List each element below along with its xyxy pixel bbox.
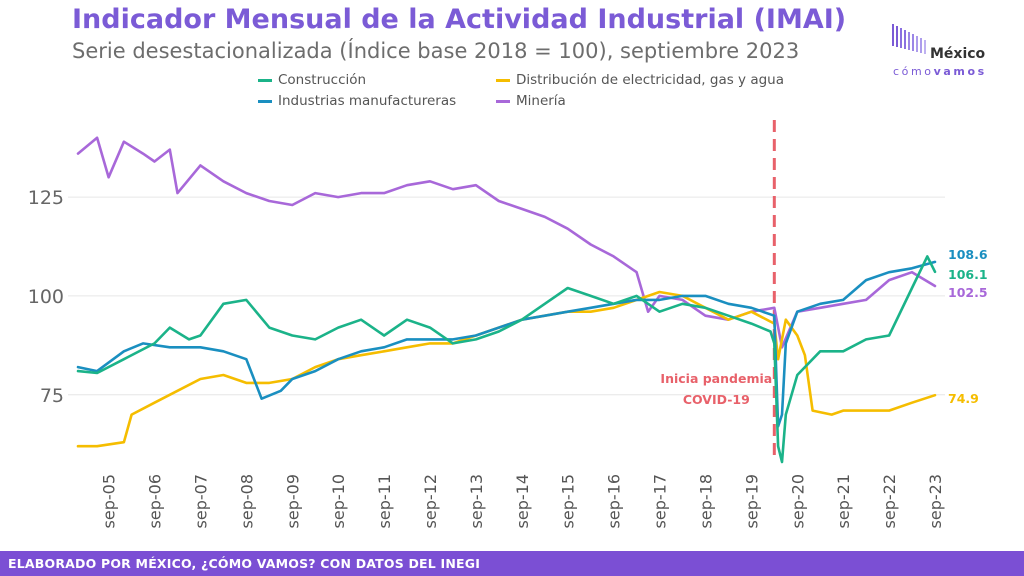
- x-tick-label: sep-14: [513, 474, 532, 528]
- y-tick-label: 75: [40, 385, 64, 407]
- x-tick-label: sep-19: [742, 474, 761, 528]
- legend-label-mineria: Minería: [516, 93, 566, 109]
- x-tick-label: sep-23: [926, 474, 945, 528]
- x-tick-label: sep-13: [467, 474, 486, 528]
- legend-label-construccion: Construcción: [278, 72, 367, 88]
- logo-bars-icon: [892, 24, 926, 54]
- legend-label-manufactureras: Industrias manufactureras: [278, 93, 457, 109]
- chart-subtitle: Serie desestacionalizada (Índice base 20…: [72, 39, 800, 63]
- x-tick-label: sep-16: [605, 474, 624, 528]
- legend-item-distribucion: Distribución de electricidad, gas y agua: [496, 72, 784, 88]
- annotation-label-line1: Inicia pandemia: [660, 371, 772, 386]
- legend-swatch-distribucion: [496, 78, 510, 82]
- x-tick-label: sep-07: [191, 474, 210, 528]
- x-tick-label: sep-06: [146, 474, 165, 528]
- series-line-manufactureras: [76, 260, 937, 428]
- x-tick-label: sep-20: [788, 474, 807, 528]
- y-tick-label: 125: [28, 187, 64, 209]
- legend-swatch-construccion: [258, 78, 272, 82]
- legend-item-construccion: Construcción: [258, 72, 366, 88]
- end-label-distribucion: 74.9: [948, 391, 979, 406]
- series-line-mineria: [76, 136, 937, 349]
- annotation-label-line2: COVID-19: [683, 392, 750, 407]
- series-line-distribucion: [76, 290, 937, 448]
- logo-text-como: cómo: [893, 65, 934, 78]
- x-tick-label: sep-21: [834, 474, 853, 528]
- logo-text-vamos: vamos: [933, 65, 987, 78]
- footer-text: ELABORADO POR MÉXICO, ¿CÓMO VAMOS? CON D…: [8, 556, 481, 571]
- x-tick-label: sep-09: [283, 474, 302, 528]
- x-tick-label: sep-11: [375, 474, 394, 528]
- legend-item-manufactureras: Industrias manufactureras: [258, 93, 456, 109]
- x-tick-label: sep-15: [559, 474, 578, 528]
- footer-bar: ELABORADO POR MÉXICO, ¿CÓMO VAMOS? CON D…: [0, 551, 1024, 576]
- chart-title: Indicador Mensual de la Actividad Indust…: [72, 4, 847, 35]
- mexico-como-vamos-logo: México cómovamos: [888, 22, 1008, 86]
- x-tick-label: sep-18: [696, 474, 715, 528]
- end-label-construccion: 106.1: [948, 267, 988, 282]
- chart-legend: Construcción Distribución de electricida…: [258, 72, 858, 114]
- end-label-manufactureras: 108.6: [948, 247, 988, 262]
- x-tick-label: sep-17: [651, 474, 670, 528]
- x-tick-label: sep-05: [100, 474, 119, 528]
- logo-text-mexico: México: [930, 46, 986, 62]
- legend-swatch-manufactureras: [258, 99, 272, 103]
- logo-text-como-vamos: cómovamos: [893, 65, 987, 78]
- legend-swatch-mineria: [496, 99, 510, 103]
- series-line-construccion: [76, 255, 937, 464]
- end-label-mineria: 102.5: [948, 285, 988, 300]
- x-tick-label: sep-22: [880, 474, 899, 528]
- x-tick-label: sep-10: [329, 474, 348, 528]
- y-tick-label: 100: [28, 286, 64, 308]
- line-chart: 75 100 125 sep-05 sep-06 sep-07 sep-08 sep-09 se…: [28, 120, 988, 528]
- x-tick-label: sep-12: [421, 474, 440, 528]
- legend-label-distribucion: Distribución de electricidad, gas y agua: [516, 72, 785, 88]
- x-tick-label: sep-08: [237, 474, 256, 528]
- legend-item-mineria: Minería: [496, 93, 566, 109]
